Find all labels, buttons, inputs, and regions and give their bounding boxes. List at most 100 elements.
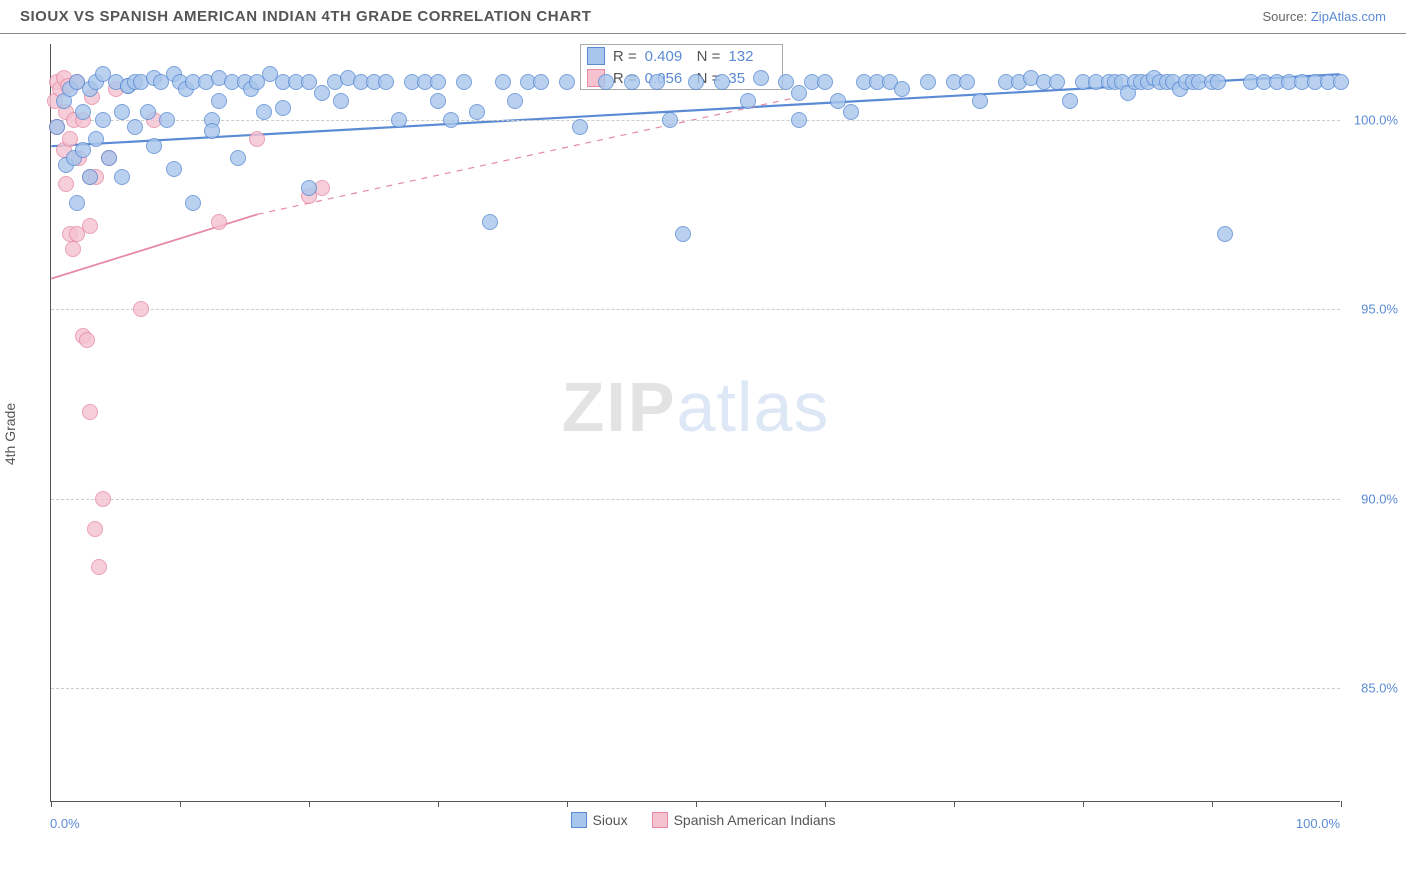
bottom-legend: Sioux Spanish American Indians xyxy=(0,812,1406,828)
sioux-point xyxy=(1210,74,1226,90)
legend-item-sioux: Sioux xyxy=(571,812,628,828)
sioux-point xyxy=(1062,93,1078,109)
sioux-point xyxy=(572,119,588,135)
sioux-point xyxy=(230,150,246,166)
gridline xyxy=(51,309,1340,310)
sioux-r-value: 0.409 xyxy=(645,48,689,65)
sioux-point xyxy=(507,93,523,109)
x-tick xyxy=(180,801,181,807)
x-tick xyxy=(438,801,439,807)
sioux-point xyxy=(69,195,85,211)
sioux-point xyxy=(275,100,291,116)
spanish-point xyxy=(249,131,265,147)
sioux-n-value: 132 xyxy=(728,48,772,65)
x-tick xyxy=(1341,801,1342,807)
y-axis-label: 4th Grade xyxy=(2,403,18,465)
spanish-point xyxy=(95,491,111,507)
sioux-point xyxy=(430,93,446,109)
sioux-point xyxy=(1049,74,1065,90)
sioux-point xyxy=(75,104,91,120)
sioux-point xyxy=(714,74,730,90)
spanish-point xyxy=(133,301,149,317)
sioux-point xyxy=(817,74,833,90)
sioux-point xyxy=(166,161,182,177)
sioux-point xyxy=(559,74,575,90)
spanish-point xyxy=(82,404,98,420)
sioux-point xyxy=(101,150,117,166)
stats-row-sioux: R = 0.409 N = 132 xyxy=(581,45,783,67)
sioux-point xyxy=(495,74,511,90)
x-tick xyxy=(309,801,310,807)
sioux-point xyxy=(791,85,807,101)
sioux-point xyxy=(1333,74,1349,90)
spanish-point xyxy=(65,241,81,257)
y-tick-label: 95.0% xyxy=(1361,302,1398,317)
sioux-point xyxy=(740,93,756,109)
sioux-point xyxy=(82,169,98,185)
y-tick-label: 100.0% xyxy=(1354,112,1398,127)
sioux-point xyxy=(95,112,111,128)
gridline xyxy=(51,120,1340,121)
sioux-swatch xyxy=(587,47,605,65)
sioux-point xyxy=(75,142,91,158)
sioux-point xyxy=(920,74,936,90)
sioux-point xyxy=(972,93,988,109)
spanish-legend-label: Spanish American Indians xyxy=(674,812,836,828)
sioux-point xyxy=(894,81,910,97)
watermark: ZIPatlas xyxy=(562,367,830,447)
sioux-point xyxy=(598,74,614,90)
spanish-point xyxy=(211,214,227,230)
sioux-point xyxy=(753,70,769,86)
chart-header: SIOUX VS SPANISH AMERICAN INDIAN 4TH GRA… xyxy=(0,0,1406,34)
sioux-point xyxy=(1217,226,1233,242)
x-tick xyxy=(696,801,697,807)
n-label: N = xyxy=(697,48,721,65)
spanish-point xyxy=(87,521,103,537)
sioux-point xyxy=(127,119,143,135)
sioux-point xyxy=(469,104,485,120)
sioux-point xyxy=(688,74,704,90)
x-axis-label: 0.0% xyxy=(50,816,80,831)
sioux-point xyxy=(114,104,130,120)
x-tick xyxy=(567,801,568,807)
sioux-point xyxy=(256,104,272,120)
sioux-point xyxy=(88,131,104,147)
sioux-point xyxy=(114,169,130,185)
sioux-point xyxy=(456,74,472,90)
gridline xyxy=(51,499,1340,500)
sioux-point xyxy=(662,112,678,128)
sioux-point xyxy=(140,104,156,120)
spanish-point xyxy=(79,332,95,348)
chart-area: 4th Grade ZIPatlas R = 0.409 N = 132 R =… xyxy=(0,34,1406,834)
source-link[interactable]: ZipAtlas.com xyxy=(1311,9,1386,24)
source-label: Source: xyxy=(1262,9,1310,24)
x-axis-label: 100.0% xyxy=(1296,816,1340,831)
sioux-point xyxy=(391,112,407,128)
y-tick-label: 90.0% xyxy=(1361,491,1398,506)
sioux-point xyxy=(211,93,227,109)
sioux-point xyxy=(204,123,220,139)
spanish-point xyxy=(82,218,98,234)
sioux-point xyxy=(533,74,549,90)
gridline xyxy=(51,688,1340,689)
sioux-point xyxy=(675,226,691,242)
sioux-point xyxy=(301,180,317,196)
chart-title: SIOUX VS SPANISH AMERICAN INDIAN 4TH GRA… xyxy=(20,8,591,25)
x-tick xyxy=(1212,801,1213,807)
sioux-point xyxy=(49,119,65,135)
spanish-swatch-icon xyxy=(652,812,668,828)
sioux-legend-label: Sioux xyxy=(593,812,628,828)
sioux-point xyxy=(333,93,349,109)
sioux-point xyxy=(443,112,459,128)
x-tick xyxy=(954,801,955,807)
legend-item-spanish: Spanish American Indians xyxy=(652,812,836,828)
sioux-point xyxy=(482,214,498,230)
sioux-point xyxy=(843,104,859,120)
sioux-point xyxy=(314,85,330,101)
sioux-point xyxy=(791,112,807,128)
sioux-point xyxy=(146,138,162,154)
sioux-point xyxy=(624,74,640,90)
sioux-point xyxy=(185,195,201,211)
spanish-point xyxy=(58,176,74,192)
plot-region: ZIPatlas R = 0.409 N = 132 R = 0.056 N =… xyxy=(50,44,1340,802)
